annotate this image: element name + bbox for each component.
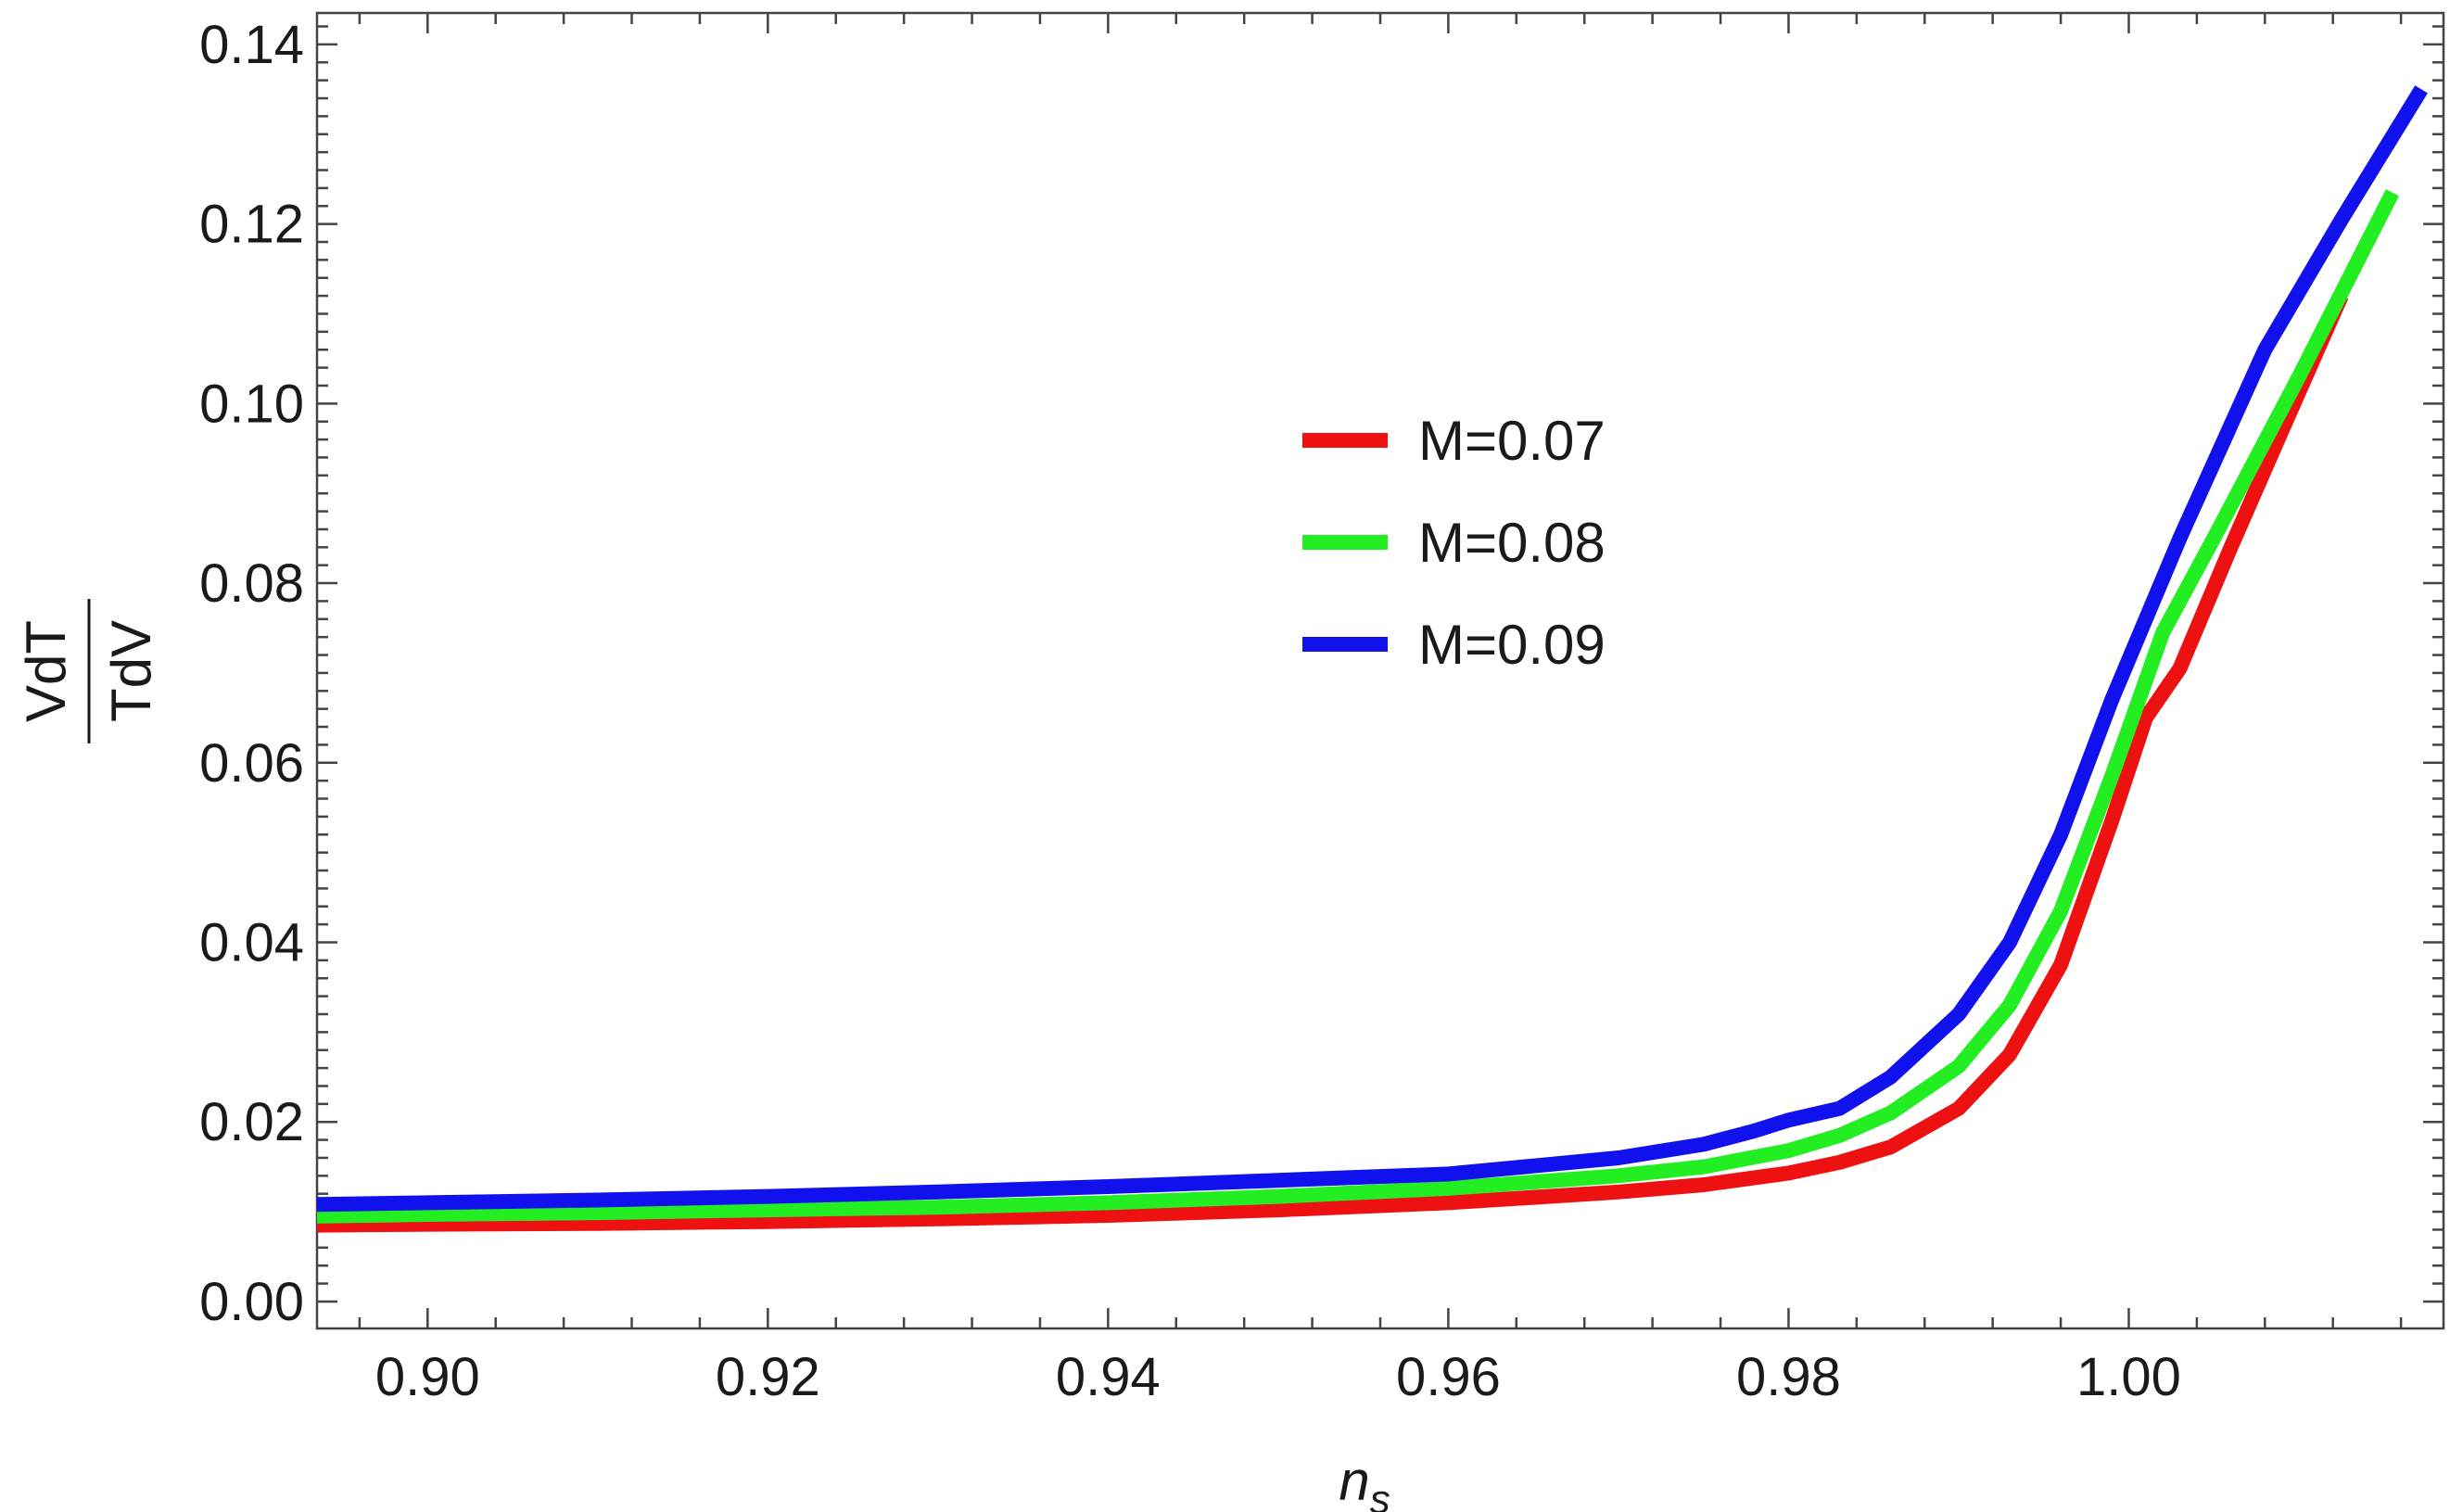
y-tick-label: 0.06 [199,733,304,794]
x-tick-label: 0.96 [1396,1347,1501,1407]
x-axis-label-main: n [1339,1450,1369,1512]
ticks [317,13,2444,1328]
y-tick-label: 0.00 [199,1272,304,1332]
legend-label: M=0.07 [1418,410,1606,472]
x-tick-label: 1.00 [2076,1347,2181,1407]
x-tick-label: 0.94 [1056,1347,1161,1407]
y-tick-label: 0.10 [199,374,304,434]
series-line-M=0.07 [316,292,2349,1233]
legend: M=0.07 M=0.08 M=0.09 [1302,410,1606,676]
y-axis-label-numerator: VdT [15,620,77,722]
legend-label: M=0.09 [1418,614,1606,676]
y-axis-label: VdT TdV [15,599,162,743]
y-tick-label: 0.02 [199,1092,304,1152]
y-tick-label: 0.12 [199,195,304,255]
x-tick-label: 0.90 [375,1347,480,1407]
x-axis-label: ns [1339,1450,1390,1512]
y-tick-label: 0.08 [199,553,304,614]
tick-labels: 0.90 0.92 0.94 0.96 0.98 1.00 0.00 0.02 0.04 0.06… [199,15,2181,1407]
series-line-M=0.08 [316,189,2400,1224]
y-tick-label: 0.14 [199,15,304,75]
series-line-M=0.09 [316,85,2428,1213]
series-lines [316,85,2428,1233]
x-axis-label-subscript: s [1370,1477,1390,1512]
x-tick-label: 0.92 [716,1347,820,1407]
legend-label: M=0.08 [1418,512,1606,574]
x-tick-label: 0.98 [1736,1347,1841,1407]
y-tick-label: 0.04 [199,913,304,973]
y-axis-label-denominator: TdV [100,620,162,722]
